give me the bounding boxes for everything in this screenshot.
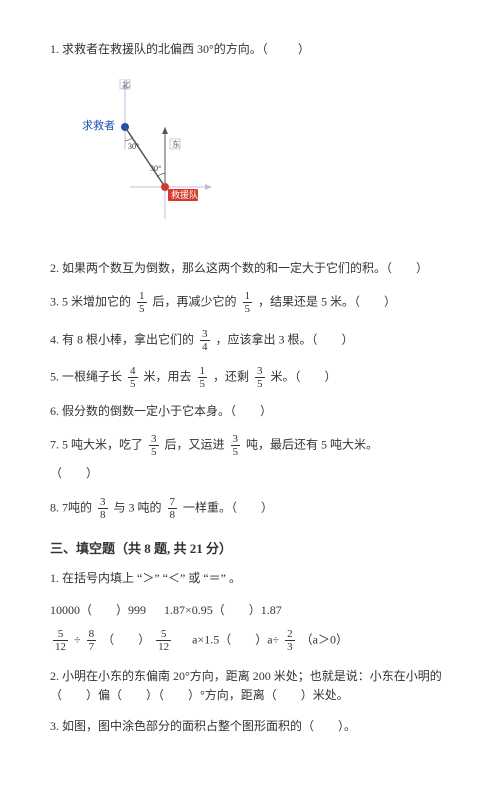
rescue-arrow-e [205, 184, 212, 190]
question-8: 8. 7吨的 38 与 3 吨的 78 一样重。（ ） [50, 496, 450, 521]
q8-frac1: 38 [98, 496, 108, 521]
connection-line [125, 127, 165, 187]
s3-row1: 10000（ ）999 1.87×0.95（ ）1.87 [50, 601, 450, 620]
seeker-label: 求救者 [82, 118, 115, 132]
q7-d: （ ） [50, 464, 450, 483]
q5-b: 米，用去 [144, 369, 192, 383]
question-4: 4. 有 8 根小棒，拿出它们的 34 ，应该拿出 3 根。（ ） [50, 328, 450, 353]
s3-q1: 1. 在括号内填上 “＞” “＜” 或 “＝” 。 [50, 569, 450, 588]
q1-text-b: ） [298, 42, 310, 56]
q1-text-a: 1. 求救者在救援队的北偏西 30°的方向。（ [50, 42, 268, 56]
s3-q3: 3. 如图，图中涂色部分的面积占整个图形面积的（ ）。 [50, 717, 450, 736]
r2-blank1: （ ） [102, 632, 150, 646]
s3-row2: 512 ÷ 87 （ ） 512 a×1.5（ ）a÷ 23 （a＞0） [50, 628, 450, 653]
q5-frac1: 45 [128, 365, 138, 390]
s3-q2: 2. 小明在小东的东偏南 20°方向，距离 200 米处；也就是说：小东在小明的… [50, 667, 450, 705]
q8-a: 8. 7吨的 [50, 500, 92, 514]
rescue-dot [161, 183, 169, 191]
q5-frac3: 35 [255, 365, 265, 390]
q7-frac1: 35 [149, 433, 159, 458]
q5-a: 5. 一根绳子长 [50, 369, 122, 383]
angle-1: 30° [128, 142, 139, 151]
q5-c: ，还剩 [213, 369, 249, 383]
q3-a: 3. 5 米增加它的 [50, 295, 131, 309]
question-1: 1. 求救者在救援队的北偏西 30°的方向。（ ） [50, 40, 450, 59]
q7-c: 吨，最后还有 5 吨大米。 [246, 437, 378, 451]
q3-c: ，结果还是 5 米。（ ） [258, 295, 396, 309]
q8-c: 一样重。（ ） [183, 500, 273, 514]
s3-r2c1: 512 ÷ 87 （ ） 512 [50, 628, 174, 653]
s3-r1c2: 1.87×0.95（ ）1.87 [164, 601, 282, 620]
rescue-arrow-n [162, 127, 168, 134]
question-3: 3. 5 米增加它的 15 后，再减少它的 15 ，结果还是 5 米。（ ） [50, 290, 450, 315]
s3-r2c2: a×1.5（ ）a÷ 23 （a＞0） [192, 628, 348, 653]
q1-figure: 北 求救者 东 救援队 30° 30° [70, 79, 230, 229]
question-7: 7. 5 吨大米，吃了 35 后，又运进 35 吨，最后还有 5 吨大米。 （ … [50, 433, 450, 483]
q8-frac2: 78 [168, 496, 178, 521]
q8-b: 与 3 吨的 [114, 500, 162, 514]
q5-frac2: 15 [198, 365, 208, 390]
r2-frac3: 512 [156, 628, 171, 653]
question-6: 6. 假分数的倒数一定小于它本身。（ ） [50, 402, 450, 421]
q7-b: 后，又运进 [165, 437, 225, 451]
q5-d: 米。（ ） [271, 369, 337, 383]
q4-a: 4. 有 8 根小棒，拿出它们的 [50, 332, 194, 346]
q4-frac1: 34 [200, 328, 210, 353]
q7-a: 7. 5 吨大米，吃了 [50, 437, 143, 451]
direction-diagram: 北 求救者 东 救援队 30° 30° [70, 79, 230, 229]
r2-frac1: 512 [53, 628, 68, 653]
r2-div: ÷ [74, 632, 81, 646]
q3-frac1: 15 [137, 290, 147, 315]
s3-r1c1: 10000（ ）999 [50, 601, 146, 620]
q1-blank[interactable] [271, 42, 295, 56]
q4-b: ，应该拿出 3 根。（ ） [216, 332, 354, 346]
r2-frac2: 87 [87, 628, 97, 653]
r2-frac4: 23 [285, 628, 295, 653]
rescue-label: 救援队 [171, 189, 198, 200]
north-label-1: 北 [122, 80, 130, 89]
q3-b: 后，再减少它的 [153, 295, 237, 309]
question-2: 2. 如果两个数互为倒数，那么这两个数的和一定大于它们的积。（ ） [50, 259, 450, 278]
r2c2-b: （a＞0） [301, 632, 348, 646]
r2c2-a: a×1.5（ ）a÷ [192, 632, 279, 646]
east-label: 东 [172, 139, 180, 149]
question-5: 5. 一根绳子长 45 米，用去 15 ，还剩 35 米。（ ） [50, 365, 450, 390]
q3-frac2: 15 [243, 290, 253, 315]
section-3-title: 三、填空题（共 8 题, 共 21 分） [50, 539, 450, 560]
angle-2: 30° [150, 164, 161, 173]
q7-frac2: 35 [231, 433, 241, 458]
